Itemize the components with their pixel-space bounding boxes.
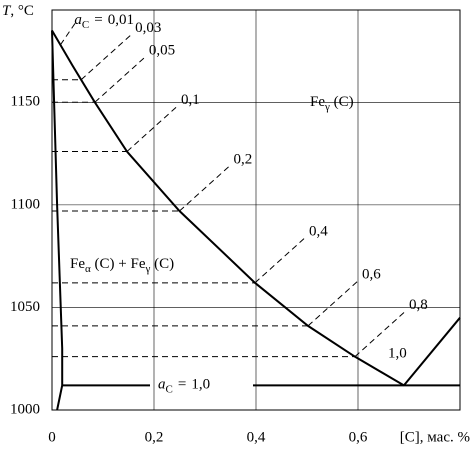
isoline-label: 0,8 <box>409 297 428 313</box>
phase-boundary <box>403 317 461 387</box>
activity-value: 0,01 <box>108 12 134 28</box>
activity-symbol: a <box>74 12 82 28</box>
x-axis-label: [C], мас. % <box>400 429 470 445</box>
y-tick-label: 1050 <box>10 299 40 315</box>
region-subscript: γ <box>144 263 150 275</box>
y-label-var: T <box>2 3 12 19</box>
x-tick-label: 0 <box>48 429 56 445</box>
x-tick-label: 0,2 <box>145 429 164 445</box>
region-text: (C) <box>330 94 354 110</box>
activity-sign: = <box>178 377 186 393</box>
isoline-leader <box>59 22 76 46</box>
isoline-leader <box>94 56 146 103</box>
isoline-label: 1,0 <box>388 345 407 361</box>
region-text: Fe <box>70 256 85 272</box>
activity-symbol: a <box>158 377 166 393</box>
isoline-label: 0,1 <box>181 92 200 108</box>
isoline-label: 0,05 <box>149 43 175 59</box>
region-text: (C) + Fe <box>91 256 146 272</box>
isoline-label: 0,2 <box>234 151 253 167</box>
phase-boundary <box>51 30 405 387</box>
isoline-leader <box>179 165 230 212</box>
isoline-label: 0,4 <box>309 223 328 239</box>
region-label: Feα (C) + Feγ (C) <box>70 256 174 274</box>
isoline-label: aC = 1,0 <box>158 377 210 395</box>
x-tick-label: 0,6 <box>349 429 368 445</box>
activity-value: 1,0 <box>191 377 210 393</box>
x-tick-label: 0,4 <box>247 429 266 445</box>
region-text: Fe <box>310 94 325 110</box>
region-text: (C) <box>150 256 174 272</box>
isoline-leader <box>254 237 306 284</box>
y-tick-label: 1000 <box>10 401 40 417</box>
y-label-unit: , °C <box>10 3 34 19</box>
activity-sign: = <box>94 12 102 28</box>
isoline-leader <box>126 106 178 152</box>
isoline-label: 0,6 <box>362 266 381 282</box>
y-axis-label: T, °C <box>2 3 34 19</box>
isoline-leader <box>80 34 132 81</box>
region-subscript: α <box>85 263 91 275</box>
isoline-label: 0,03 <box>135 20 161 36</box>
isoline-leader <box>354 311 406 358</box>
isoline-leader <box>307 280 359 327</box>
activity-subscript: C <box>82 18 89 30</box>
region-subscript: γ <box>324 101 330 113</box>
y-tick-label: 1100 <box>11 196 40 212</box>
isoline-label: aC = 0,01 <box>74 12 134 30</box>
phase-boundary <box>51 30 64 411</box>
activity-subscript: C <box>166 383 173 395</box>
region-label: Feγ (C) <box>310 94 354 112</box>
y-tick-label: 1150 <box>11 94 40 110</box>
